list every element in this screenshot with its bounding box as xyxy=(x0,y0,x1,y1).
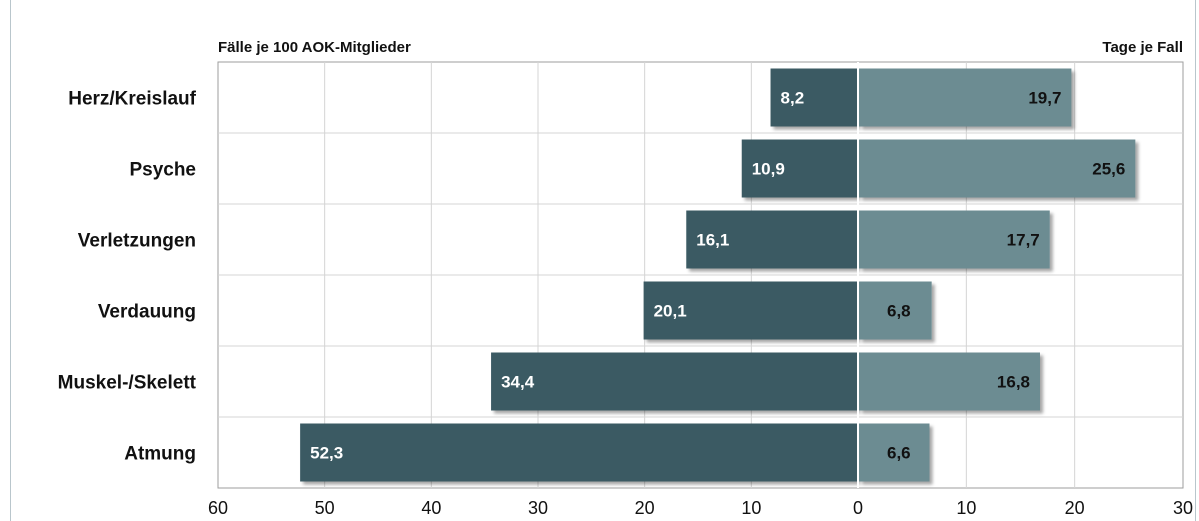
x-tick-label: 10 xyxy=(956,498,976,518)
category-label: Psyche xyxy=(129,160,196,181)
bar-days xyxy=(859,423,930,482)
category-label: Muskel-/Skelett xyxy=(58,373,197,394)
bar-label-cases: 16,1 xyxy=(696,231,729,250)
left-axis-label: Fälle je 100 AOK-Mitglieder xyxy=(218,39,411,56)
x-tick-label: 30 xyxy=(1173,498,1193,518)
bar-label-cases: 20,1 xyxy=(654,302,687,321)
category-label: Herz/Kreislauf xyxy=(68,89,196,110)
bar-label-days: 6,8 xyxy=(887,302,911,321)
bar-days xyxy=(859,352,1040,411)
bar-cases xyxy=(300,423,858,482)
right-axis-label: Tage je Fall xyxy=(1102,39,1183,56)
category-label: Verletzungen xyxy=(78,231,196,252)
bar-cases xyxy=(643,281,857,340)
bar-days xyxy=(859,139,1136,198)
bar-label-days: 25,6 xyxy=(1092,160,1125,179)
category-labels: Herz/Kreislauf Psyche Verletzungen Verdauun… xyxy=(58,89,197,465)
x-tick-label: 40 xyxy=(421,498,441,518)
x-tick-label: 0 xyxy=(853,498,863,518)
bar-label-cases: 10,9 xyxy=(752,160,785,179)
frame-left-border xyxy=(10,0,11,521)
bar-cases xyxy=(741,139,857,198)
bar-cases xyxy=(686,210,857,269)
x-tick-labels: 60 50 40 30 20 10 0 10 20 30 xyxy=(208,498,1193,518)
frame-right-border xyxy=(1195,0,1196,521)
bar-label-days: 17,7 xyxy=(1007,231,1040,250)
bar-label-days: 6,6 xyxy=(887,444,911,463)
bar-label-cases: 8,2 xyxy=(781,89,805,108)
bar-label-days: 16,8 xyxy=(997,373,1030,392)
x-tick-label: 20 xyxy=(1065,498,1085,518)
x-tick-label: 60 xyxy=(208,498,228,518)
bar-cases xyxy=(770,68,857,127)
bar-label-cases: 52,3 xyxy=(310,444,343,463)
bar-label-days: 19,7 xyxy=(1028,89,1061,108)
grid-lines xyxy=(218,62,1183,488)
bar-label-cases: 34,4 xyxy=(501,373,535,392)
x-tick-label: 50 xyxy=(315,498,335,518)
x-tick-label: 10 xyxy=(741,498,761,518)
x-tick-label: 20 xyxy=(635,498,655,518)
bar-cases xyxy=(491,352,857,411)
bar-days xyxy=(859,281,932,340)
bar-days xyxy=(859,68,1072,127)
bar-days xyxy=(859,210,1050,269)
category-label: Atmung xyxy=(124,444,196,465)
bars: 8,2 19,7 10,9 25,6 16,1 17,7 20,1 6,8 34,4 16,8 52… xyxy=(300,62,1136,488)
x-tick-label: 30 xyxy=(528,498,548,518)
category-label: Verdauung xyxy=(98,302,196,323)
